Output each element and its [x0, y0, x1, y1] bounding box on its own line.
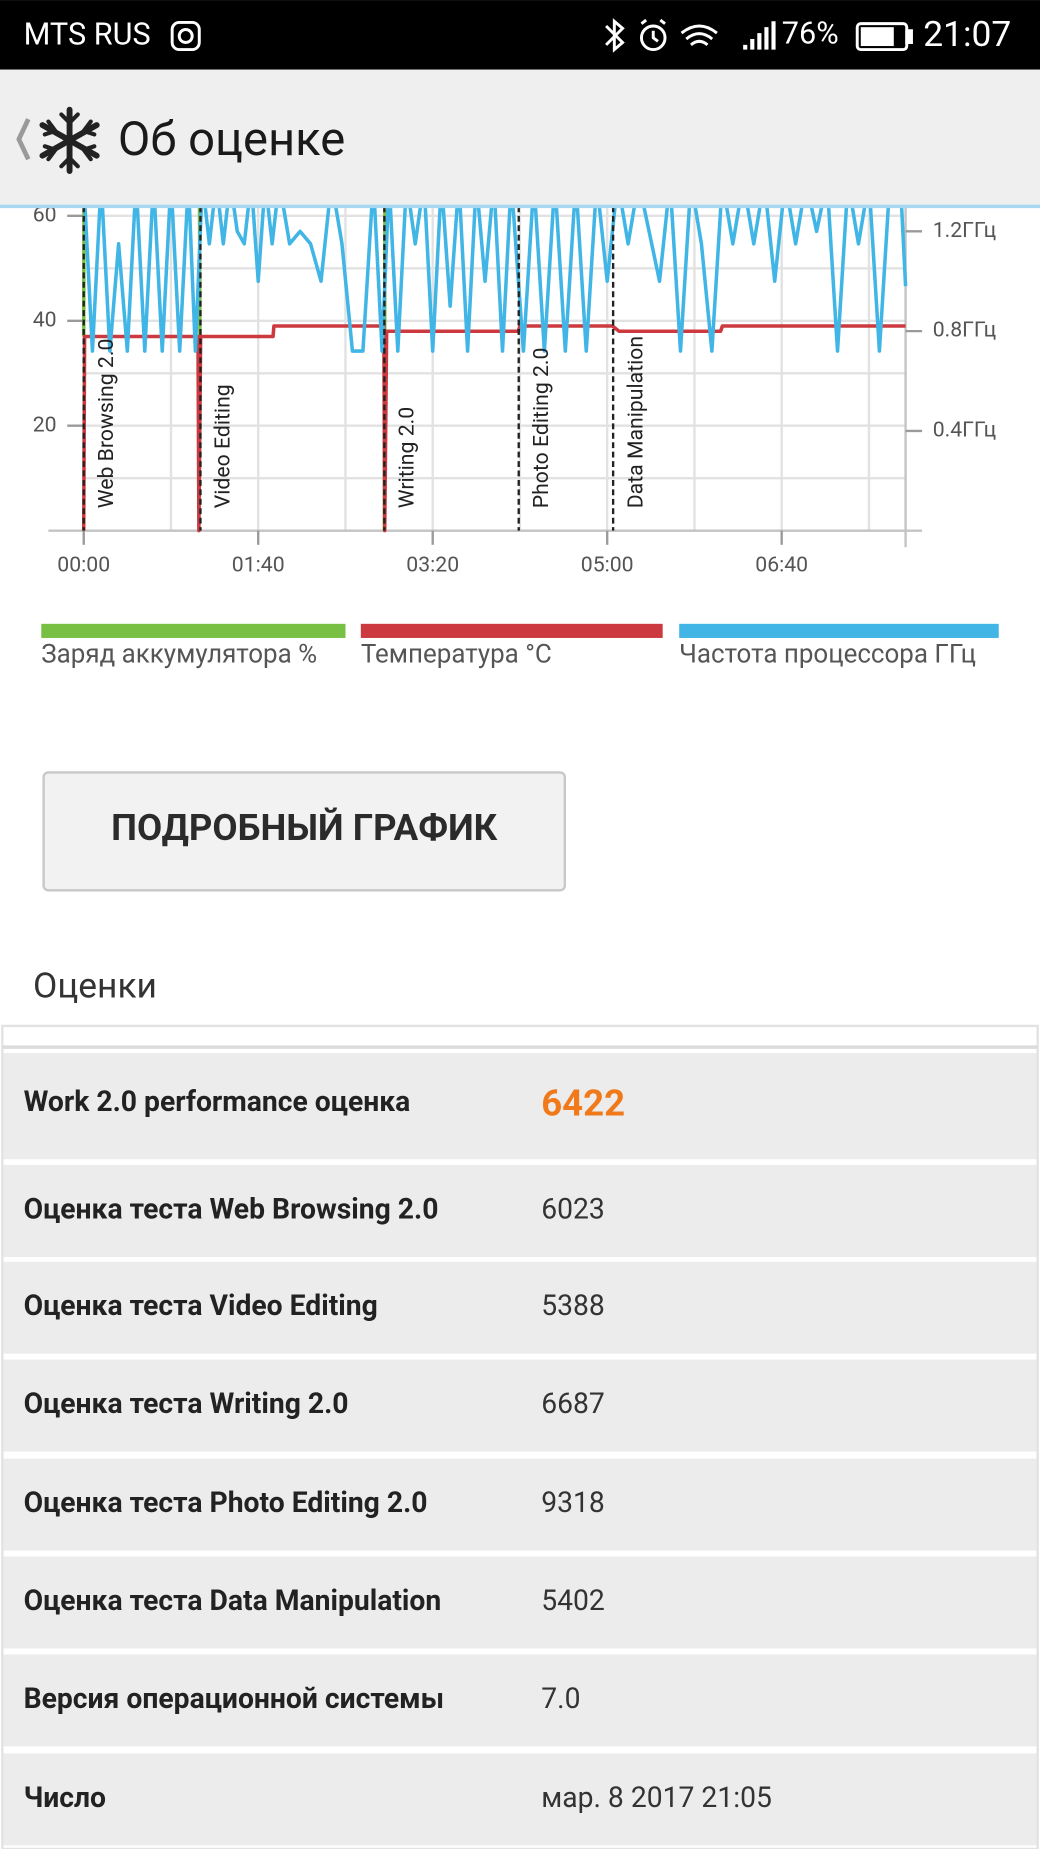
row-value: 9318: [541, 1486, 605, 1519]
clock: 21:07: [923, 13, 1011, 55]
back-button[interactable]: [16, 118, 31, 161]
plot-area: [81, 206, 908, 533]
x-tick-label: 01:40: [232, 553, 285, 578]
score-table: Work 2.0 performance оценка 6422 Оценка те…: [3, 1053, 1037, 1846]
row-label: Число: [24, 1781, 106, 1814]
row-value: 5388: [541, 1289, 605, 1322]
y2-tick-label: 1.2ГГц: [933, 218, 997, 243]
test-label: Data Manipulation: [623, 336, 648, 508]
row-label: Версия операционной системы: [24, 1682, 444, 1715]
row-label: Work 2.0 performance оценка: [24, 1085, 411, 1118]
page-title: Об оценке: [118, 111, 345, 167]
y-tick-label: 20: [33, 412, 57, 437]
table-row: [3, 1261, 1037, 1354]
table-row: [3, 1753, 1037, 1846]
app-bar: [0, 69, 1040, 207]
legend-swatch: [41, 623, 346, 638]
status-icons: [605, 18, 913, 53]
test-label: Writing 2.0: [395, 407, 420, 508]
detail-button[interactable]: [42, 771, 566, 892]
table-row: [3, 1359, 1037, 1452]
legend-label: Заряд аккумулятора %: [41, 640, 317, 670]
y-tick-label: 60: [33, 202, 57, 227]
button-label[interactable]: ПОДРОБНЫЙ ГРАФИК: [111, 806, 497, 849]
series-line: [83, 206, 908, 353]
chart: 20 40 60 0.4ГГц 0.8ГГц 1.2ГГц 00:00 01:40 03:20 0…: [33, 202, 997, 578]
row-value: 7.0: [541, 1682, 580, 1715]
table-row: [3, 1053, 1037, 1160]
table-row: [3, 1165, 1037, 1258]
test-label: Video Editing: [211, 384, 236, 508]
table-row: [3, 1654, 1037, 1747]
row-label: Оценка теста Web Browsing 2.0: [24, 1192, 439, 1225]
row-label: Оценка теста Writing 2.0: [24, 1387, 349, 1420]
app-icon: [39, 106, 100, 174]
legend-label: Температура °C: [361, 640, 552, 670]
legend-label: Частота процессора ГГц: [679, 640, 976, 670]
y-tick-label: 40: [33, 307, 57, 332]
row-value: мар. 8 2017 21:05: [541, 1781, 772, 1814]
x-tick-label: 03:20: [406, 553, 459, 578]
y2-tick-label: 0.8ГГц: [933, 318, 997, 343]
carrier: MTS RUS: [24, 18, 151, 53]
table-row: [3, 1458, 1037, 1551]
test-label: Web Browsing 2.0: [94, 339, 119, 509]
section-title: Оценки: [33, 965, 157, 1007]
instagram-icon: [170, 20, 201, 52]
legend-swatch: [679, 623, 999, 638]
row-label: Оценка теста Photo Editing 2.0: [24, 1486, 428, 1519]
test-label: Photo Editing 2.0: [529, 348, 554, 509]
x-tick-label: 05:00: [581, 553, 634, 578]
table-row: [3, 1556, 1037, 1649]
battery-level: 76%: [782, 17, 839, 52]
row-value: 5402: [541, 1584, 605, 1617]
x-tick-label: 00:00: [57, 553, 110, 578]
row-value: 6023: [541, 1192, 605, 1225]
row-value: 6422: [541, 1082, 625, 1125]
legend-swatch: [360, 623, 663, 638]
x-tick-label: 06:40: [755, 553, 808, 578]
row-label: Оценка теста Video Editing: [24, 1289, 378, 1322]
legend: Заряд аккумулятора % Температура °C Частот…: [41, 623, 999, 670]
y2-tick-label: 0.4ГГц: [933, 418, 997, 443]
row-value: 6687: [541, 1387, 605, 1420]
row-label: Оценка теста Data Manipulation: [24, 1584, 442, 1617]
